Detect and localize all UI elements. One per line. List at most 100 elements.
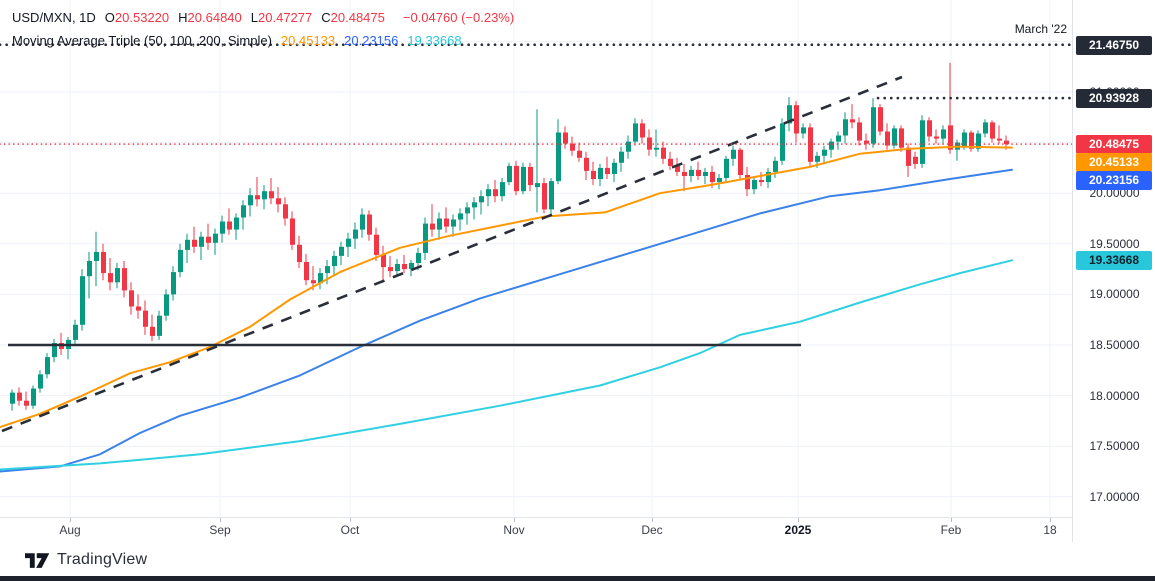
tradingview-logo[interactable]: TradingView [25, 549, 147, 570]
candle [437, 212, 442, 240]
ma-value: 20.45133 [280, 33, 336, 48]
candle [829, 138, 834, 158]
candle [500, 178, 505, 202]
candle [703, 167, 708, 185]
candle [668, 151, 673, 170]
footer: TradingView [0, 543, 1155, 576]
candle [178, 243, 183, 278]
candle [276, 187, 281, 213]
candle [297, 235, 302, 269]
candle [787, 97, 792, 132]
candle [647, 129, 652, 156]
candle [780, 118, 785, 165]
candle [682, 163, 687, 192]
candle [52, 338, 57, 363]
candle [430, 204, 435, 237]
future-date-label: March '22 [1014, 22, 1067, 36]
candle [479, 190, 484, 215]
candle [94, 231, 99, 287]
candle [17, 387, 22, 406]
ma-value: 19.33668 [407, 33, 462, 48]
candle [759, 171, 764, 187]
indicator-legend-row[interactable]: Moving Average Triple (50, 100, 200, Sim… [12, 31, 514, 51]
candle [640, 119, 645, 144]
candle [80, 269, 85, 331]
time-axis-label: 18 [1043, 523, 1057, 537]
candle [584, 151, 589, 180]
price-axis-label: 19.00000 [1089, 287, 1140, 302]
candle [367, 210, 372, 241]
candle [913, 151, 918, 169]
candle [409, 260, 414, 277]
candle [864, 133, 869, 150]
candle [87, 251, 92, 299]
candle [675, 157, 680, 176]
time-axis-label: 2025 [784, 523, 812, 537]
price-axis[interactable]: 21.0000020.0000019.5000019.0000018.50000… [1072, 0, 1155, 542]
candle [773, 156, 778, 178]
legend: USD/MXN, 1D O20.53220 H20.64840 L20.47277 C2… [12, 8, 514, 51]
candle [339, 241, 344, 266]
candle [381, 245, 386, 283]
candle [255, 177, 260, 207]
price-badge: 19.33668 [1076, 250, 1152, 270]
candle [227, 208, 232, 235]
candle [108, 258, 113, 291]
candle [185, 233, 190, 263]
candle [843, 112, 848, 144]
candle [143, 300, 148, 335]
candle [220, 215, 225, 243]
candle [199, 231, 204, 260]
candle [885, 123, 890, 150]
candle [724, 155, 729, 183]
candle [626, 135, 631, 159]
ohlc-value: L20.47277 [250, 10, 313, 25]
candle [570, 136, 575, 156]
candle [157, 310, 162, 340]
chart-canvas[interactable] [0, 0, 1072, 517]
candle [920, 115, 925, 168]
candle [388, 255, 393, 278]
price-badge: 21.46750 [1076, 35, 1152, 55]
time-axis-tick [1050, 518, 1051, 522]
candle [619, 146, 624, 172]
candle [976, 130, 981, 152]
price-axis-label: 17.50000 [1089, 439, 1140, 454]
symbol-legend-row[interactable]: USD/MXN, 1D O20.53220 H20.64840 L20.47277 C2… [12, 8, 514, 28]
candle [318, 268, 323, 290]
candle [360, 208, 365, 238]
candle [808, 123, 813, 166]
ma-200-line [0, 259, 1013, 471]
candle [136, 294, 141, 319]
ma-50-line [0, 145, 1013, 428]
candle [31, 385, 36, 409]
candle [612, 158, 617, 183]
candle [451, 214, 456, 237]
candle [465, 202, 470, 225]
candle [234, 213, 239, 240]
candle [514, 160, 519, 196]
ohlc-value: H20.64840 [178, 10, 242, 25]
candle [934, 129, 939, 144]
price-axis-label: 18.50000 [1089, 338, 1140, 352]
time-axis-tick [220, 518, 221, 522]
ma-value: 20.23156 [344, 33, 399, 48]
candle [857, 117, 862, 146]
candle [752, 176, 757, 195]
candle [605, 156, 610, 179]
candle [892, 125, 897, 149]
candle [542, 178, 547, 214]
candle [241, 200, 246, 230]
price-badge: 20.45133 [1076, 152, 1152, 172]
indicator-values: 20.45133 20.23156 19.33668 [281, 33, 471, 48]
candle [696, 161, 701, 180]
candle [591, 161, 596, 186]
time-axis-label: Nov [503, 523, 525, 537]
time-axis-label: Sep [209, 523, 231, 537]
candle [129, 282, 134, 315]
candle [171, 266, 176, 301]
candle [122, 261, 127, 298]
candlestick-series [10, 62, 1009, 411]
time-axis[interactable]: Aug Sep Oct Nov Dec 2025 Feb 18 [0, 517, 1072, 544]
candle [878, 104, 883, 136]
